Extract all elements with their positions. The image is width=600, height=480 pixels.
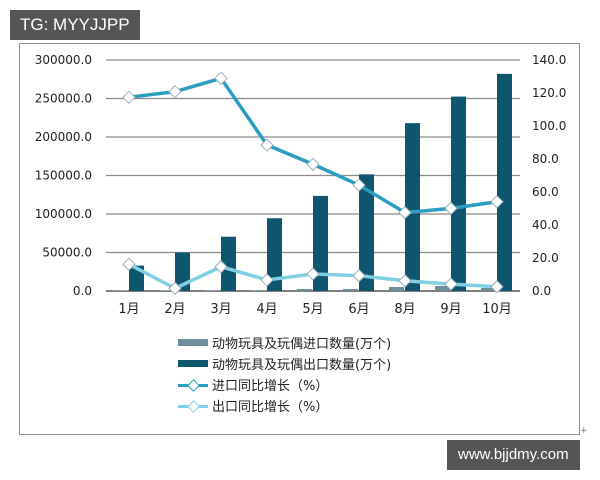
import-qty-bar bbox=[205, 290, 220, 291]
left-axis-ticks: 300000.0 250000.0 200000.0 150000.0 100000.0… bbox=[35, 53, 92, 298]
x-axis-label: 10月 bbox=[482, 302, 512, 317]
legend-swatch-export-qty bbox=[178, 360, 208, 367]
diamond-marker-icon bbox=[178, 378, 208, 392]
diamond-marker-icon bbox=[306, 157, 320, 171]
right-axis-tick: 40.0 bbox=[532, 218, 559, 232]
import-qty-bar bbox=[159, 290, 174, 291]
legend-item-import-qty: 动物玩具及玩偶进口数量(万个) bbox=[178, 332, 391, 353]
import-qty-bar bbox=[389, 286, 404, 291]
diamond-marker-icon bbox=[214, 71, 228, 86]
legend-item-export-growth: 出口同比增长（%） bbox=[178, 395, 391, 416]
x-axis-label: 6月 bbox=[348, 302, 369, 317]
left-axis-tick: 250000.0 bbox=[35, 92, 92, 106]
legend-label: 动物玩具及玩偶出口数量(万个) bbox=[212, 358, 392, 373]
diamond-marker-icon bbox=[168, 84, 182, 99]
diamond-marker-icon bbox=[398, 205, 412, 220]
diamond-marker-icon bbox=[214, 260, 228, 274]
diamond-marker-icon bbox=[490, 280, 504, 294]
chart-frame bbox=[19, 43, 580, 435]
diamond-marker-icon bbox=[352, 268, 366, 283]
legend-item-import-growth: 进口同比增长（%） bbox=[178, 374, 391, 395]
export-qty-bar bbox=[267, 218, 282, 291]
x-axis-label: 2月 bbox=[164, 302, 185, 317]
diamond-marker-icon bbox=[444, 277, 458, 291]
legend-swatch-import-qty bbox=[178, 339, 208, 346]
left-axis-tick: 50000.0 bbox=[42, 246, 92, 260]
diamond-marker-icon bbox=[352, 178, 366, 192]
right-axis-ticks: 140.0 120.0 100.0 80.0 60.0 40.0 20.0 0.0 bbox=[532, 53, 566, 298]
left-axis-tick: 0.0 bbox=[73, 284, 92, 298]
corner-mark: + bbox=[580, 426, 588, 436]
left-axis-tick: 100000.0 bbox=[35, 207, 92, 221]
bars bbox=[113, 73, 512, 291]
export-qty-bar bbox=[451, 96, 466, 291]
right-axis-tick: 0.0 bbox=[532, 284, 551, 298]
legend-item-export-qty: 动物玩具及玩偶出口数量(万个) bbox=[178, 353, 391, 374]
right-axis-tick: 120.0 bbox=[532, 86, 566, 100]
x-axis-label: 9月 bbox=[440, 302, 461, 317]
export-qty-bar bbox=[405, 123, 420, 291]
legend-label: 进口同比增长（%） bbox=[212, 379, 329, 394]
diamond-marker-icon bbox=[398, 274, 412, 288]
legend-label: 动物玩具及玩偶进口数量(万个) bbox=[212, 337, 392, 352]
legend: 动物玩具及玩偶进口数量(万个) 动物玩具及玩偶出口数量(万个) 进口同比增长（%… bbox=[178, 332, 391, 416]
diamond-marker-icon bbox=[444, 201, 458, 216]
website-tag: www.bjjdmy.com bbox=[447, 440, 580, 470]
x-axis-label: 4月 bbox=[256, 302, 277, 317]
watermark-tag: TG: MYYJJPP bbox=[10, 10, 140, 40]
diamond-marker-icon bbox=[306, 267, 320, 281]
x-axis-label: 1月 bbox=[118, 302, 139, 317]
diamond-marker-icon bbox=[122, 257, 136, 271]
diamond-marker-icon bbox=[122, 90, 136, 104]
diamond-marker-icon bbox=[490, 195, 504, 209]
import-qty-bar bbox=[297, 288, 312, 291]
growth-lines bbox=[122, 71, 504, 296]
export-qty-bar bbox=[359, 174, 374, 291]
diamond-marker-icon bbox=[168, 281, 182, 296]
import-qty-bar bbox=[343, 288, 358, 291]
export-qty-bar bbox=[221, 236, 236, 291]
x-axis-label: 5月 bbox=[302, 302, 323, 317]
right-axis-tick: 20.0 bbox=[532, 251, 559, 265]
left-axis-tick: 300000.0 bbox=[35, 53, 92, 67]
diamond-marker-icon bbox=[260, 273, 274, 287]
right-axis-tick: 100.0 bbox=[532, 119, 566, 133]
import-qty-bar bbox=[113, 290, 128, 291]
right-axis-tick: 140.0 bbox=[532, 53, 566, 67]
import-qty-bar bbox=[435, 285, 450, 291]
left-axis-tick: 200000.0 bbox=[35, 130, 92, 144]
left-axis-tick: 150000.0 bbox=[35, 169, 92, 183]
x-axis-label: 8月 bbox=[394, 302, 415, 317]
import-qty-bar bbox=[251, 290, 266, 291]
right-axis-tick: 60.0 bbox=[532, 185, 559, 199]
diamond-marker-icon bbox=[178, 399, 208, 413]
legend-label: 出口同比增长（%） bbox=[212, 400, 329, 415]
x-axis-labels: 1月 2月 3月 4月 5月 6月 8月 9月 10月 bbox=[118, 302, 511, 317]
diamond-marker-icon bbox=[260, 138, 274, 152]
export-qty-bar bbox=[313, 195, 328, 291]
import-qty-bar bbox=[481, 287, 496, 291]
right-axis-tick: 80.0 bbox=[532, 152, 559, 166]
export-qty-bar bbox=[497, 73, 512, 291]
x-axis-label: 3月 bbox=[210, 302, 231, 317]
